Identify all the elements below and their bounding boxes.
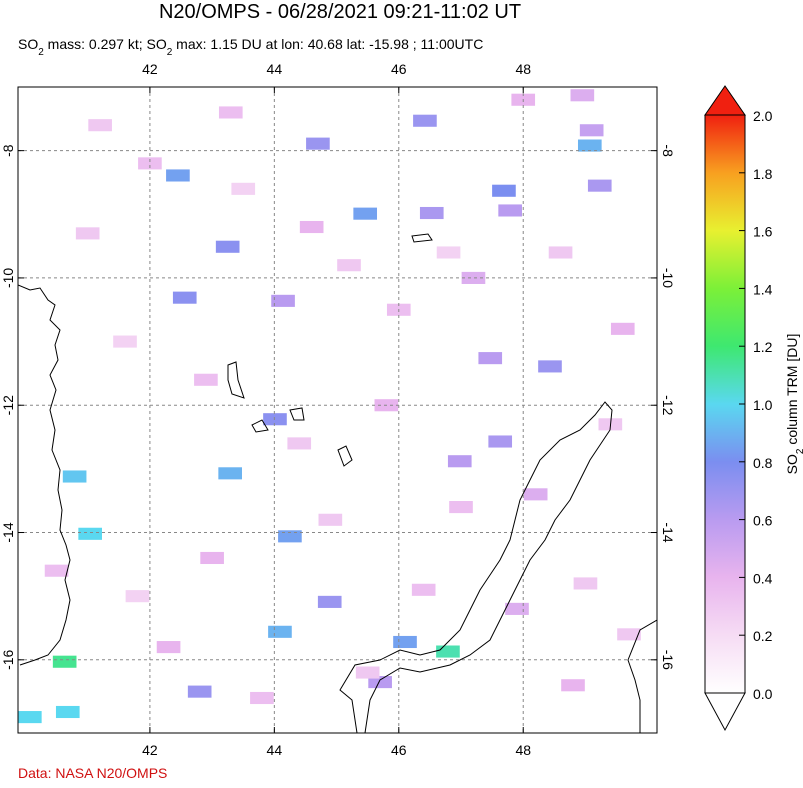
so2-pixel: [306, 138, 330, 150]
so2-pixel: [574, 577, 598, 589]
so2-pixel: [200, 552, 224, 564]
so2-pixel: [63, 470, 87, 482]
text-part: SO: [784, 454, 800, 474]
so2-pixel: [412, 584, 436, 596]
so2-pixel: [218, 467, 242, 479]
so2-pixel: [126, 590, 150, 602]
y-tick-label: -14: [660, 522, 676, 542]
colorbar-tick-label: 1.0: [753, 397, 773, 413]
so2-pixel: [353, 208, 377, 220]
so2-pixel: [356, 666, 380, 678]
x-tick-label: 48: [515, 61, 531, 77]
so2-pixel: [78, 528, 102, 540]
so2-pixel: [492, 185, 516, 197]
colorbar-min-arrow: [705, 693, 745, 730]
y-tick-label: -10: [0, 268, 16, 288]
so2-pixel: [561, 679, 585, 691]
x-tick-label: 48: [515, 742, 531, 758]
y-tick-label: -16: [660, 650, 676, 670]
colorbar-tick-label: 1.6: [753, 224, 773, 240]
y-tick-label: -8: [0, 144, 16, 157]
y-tick-label: -12: [0, 395, 16, 415]
x-tick-label: 42: [142, 742, 158, 758]
so2-pixel: [318, 596, 342, 608]
so2-pixel: [268, 626, 292, 638]
so2-pixel: [436, 645, 460, 657]
footer: Data: NASA N20/OMPS: [18, 765, 167, 781]
y-tick-label: -12: [660, 395, 676, 415]
colorbar-tick-label: 1.8: [753, 166, 773, 182]
so2-pixel: [216, 241, 240, 253]
colorbar-tick-label: 0.8: [753, 455, 773, 471]
so2-pixel: [505, 603, 529, 615]
y-tick-label: -10: [660, 268, 676, 288]
so2-pixel: [478, 352, 502, 364]
so2-pixel: [437, 246, 461, 258]
so2-pixel: [76, 227, 100, 239]
colorbar-tick-label: 0.0: [753, 686, 773, 702]
so2-pixel: [449, 501, 473, 513]
so2-pixel: [611, 323, 635, 335]
so2-pixel: [188, 686, 212, 698]
so2-pixel: [498, 204, 522, 216]
text-part: max: 1.15 DU at lon: 40.68 lat: -15.98 ;…: [172, 36, 483, 52]
so2-pixel: [549, 246, 573, 258]
x-tick-label: 44: [267, 742, 283, 758]
so2-pixel: [617, 628, 641, 640]
so2-pixel: [413, 115, 437, 127]
so2-pixel: [287, 437, 311, 449]
so2-pixel: [250, 692, 274, 704]
colorbar-tick-label: 1.4: [753, 281, 773, 297]
text-part: SO: [18, 36, 38, 52]
so2-pixel: [194, 374, 218, 386]
so2-pixel: [56, 706, 80, 718]
so2-pixel: [580, 124, 604, 136]
so2-pixel: [420, 207, 444, 219]
text-part: column TRM [DU]: [784, 334, 800, 449]
so2-pixel: [113, 336, 137, 348]
colorbar-label: SO2 column TRM [DU]: [784, 334, 803, 475]
colorbar-tick-label: 0.2: [753, 628, 773, 644]
colorbar-tick-label: 0.4: [753, 570, 773, 586]
so2-pixel: [488, 435, 512, 447]
so2-pixel: [157, 641, 181, 653]
so2-pixel: [18, 711, 42, 723]
y-tick-label: -8: [660, 144, 676, 157]
so2-pixel: [524, 488, 548, 500]
colorbar-tick-label: 0.6: [753, 513, 773, 529]
so2-pixel: [300, 221, 324, 233]
so2-pixel: [588, 180, 612, 192]
so2-pixel: [45, 565, 69, 577]
so2-pixel: [53, 656, 77, 668]
x-tick-label: 46: [391, 61, 407, 77]
so2-pixel: [448, 455, 472, 467]
x-tick-label: 42: [142, 61, 158, 77]
subtitle: SO2 mass: 0.297 kt; SO2 max: 1.15 DU at …: [18, 36, 483, 58]
so2-pixel: [173, 292, 197, 304]
x-tick-label: 44: [267, 61, 283, 77]
so2-pixel: [219, 106, 243, 118]
y-tick-label: -14: [0, 522, 16, 542]
so2-pixel: [337, 259, 361, 271]
y-tick-label: -16: [0, 649, 16, 669]
so2-pixel: [393, 636, 417, 648]
so2-pixel: [88, 119, 112, 131]
so2-pixel: [231, 183, 255, 195]
so2-pixel: [263, 413, 287, 425]
so2-pixel: [571, 89, 595, 101]
so2-pixel: [538, 360, 562, 372]
colorbar-max-arrow: [705, 86, 745, 115]
so2-pixel: [319, 514, 343, 526]
text-part: mass: 0.297 kt; SO: [44, 36, 167, 52]
chart-title: N20/OMPS - 06/28/2021 09:21-11:02 UT: [159, 1, 521, 23]
map-background: [18, 87, 657, 733]
so2-pixel: [578, 140, 602, 152]
colorbar-tick-label: 2.0: [753, 108, 773, 124]
x-tick-label: 46: [391, 742, 407, 758]
so2-pixel: [166, 169, 190, 181]
colorbar-tick-label: 1.2: [753, 339, 773, 355]
